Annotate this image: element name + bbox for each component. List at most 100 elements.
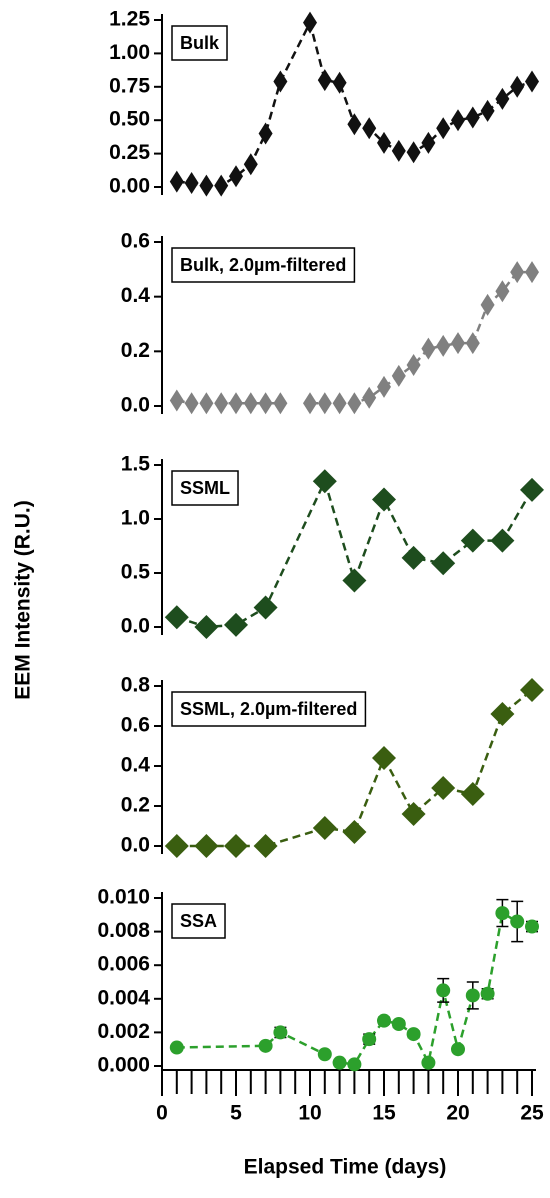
- marker: [465, 332, 480, 355]
- marker: [243, 153, 258, 176]
- annotation-box: [171, 25, 228, 61]
- marker: [495, 280, 510, 303]
- marker: [258, 392, 273, 415]
- x-tick-label: 0: [156, 1102, 168, 1125]
- y-tick-label: 0.8: [121, 674, 151, 697]
- y-tick-label: 0.5: [121, 561, 151, 584]
- marker: [258, 122, 273, 145]
- y-tick-label: 0.0: [121, 394, 150, 417]
- x-tick-label: 5: [230, 1102, 242, 1125]
- marker: [372, 487, 396, 512]
- marker: [362, 386, 377, 409]
- marker: [377, 375, 391, 398]
- marker: [451, 1042, 465, 1057]
- marker: [258, 1038, 273, 1053]
- marker: [436, 334, 451, 357]
- marker: [342, 820, 367, 844]
- y-tick-label: 1.5: [121, 453, 151, 476]
- y-tick-label: 1.00: [109, 41, 150, 64]
- marker: [164, 834, 189, 858]
- marker: [184, 392, 199, 415]
- marker: [391, 1017, 406, 1031]
- annotation: SSA: [171, 903, 226, 939]
- marker: [224, 612, 248, 637]
- marker: [490, 528, 515, 553]
- y-tick-label: 0.4: [121, 284, 151, 307]
- marker: [510, 914, 525, 929]
- marker: [451, 332, 465, 355]
- x-tick-label: 15: [372, 1102, 396, 1125]
- marker: [460, 782, 485, 806]
- x-tick-label: 25: [520, 1102, 544, 1125]
- x-axis-label: Elapsed Time (days): [244, 1156, 447, 1179]
- annotation-text: Bulk, 2.0µm-filtered: [180, 255, 346, 275]
- marker: [224, 834, 248, 858]
- marker: [332, 71, 347, 94]
- marker: [451, 109, 465, 132]
- y-tick-label: 0.2: [121, 339, 150, 362]
- y-tick-label: 0.50: [109, 108, 150, 131]
- marker: [362, 1032, 377, 1047]
- marker: [372, 746, 396, 770]
- y-tick-label: 1.25: [109, 8, 150, 31]
- marker: [406, 354, 421, 376]
- marker: [480, 986, 495, 1001]
- marker: [525, 919, 539, 934]
- marker: [520, 477, 544, 502]
- marker: [184, 171, 199, 194]
- marker: [520, 678, 544, 702]
- annotation-text: Bulk: [180, 33, 220, 53]
- x-tick-label: 10: [298, 1102, 321, 1125]
- annotation-box: [171, 691, 367, 727]
- marker: [273, 70, 288, 93]
- marker: [312, 816, 337, 840]
- y-tick-label: 0.0: [121, 834, 150, 857]
- y-tick-label: 0.6: [121, 714, 150, 737]
- x-tick-label: 20: [446, 1102, 469, 1125]
- marker: [229, 392, 243, 415]
- annotation-box: [171, 247, 356, 283]
- marker: [347, 392, 362, 415]
- marker: [253, 595, 278, 620]
- y-tick-label: 0.010: [97, 886, 150, 909]
- marker: [495, 87, 510, 110]
- marker: [465, 106, 480, 129]
- marker: [421, 131, 436, 154]
- marker: [312, 469, 337, 494]
- y-tick-label: 0.6: [121, 230, 150, 253]
- marker: [194, 615, 219, 639]
- y-tick-label: 0.006: [97, 953, 150, 976]
- y-tick-label: 0.00: [109, 175, 150, 198]
- marker: [199, 392, 214, 415]
- marker: [421, 1055, 436, 1070]
- marker: [303, 11, 317, 34]
- annotation-text: SSA: [180, 911, 217, 931]
- marker: [377, 1013, 391, 1028]
- marker: [194, 834, 219, 858]
- annotation: Bulk: [171, 25, 228, 61]
- marker: [164, 605, 189, 630]
- y-tick-label: 0.2: [121, 794, 150, 817]
- marker: [391, 139, 406, 162]
- y-axis-label: EEM Intensity (R.U.): [12, 500, 35, 700]
- marker: [436, 117, 451, 140]
- marker: [169, 1040, 184, 1055]
- marker: [253, 834, 278, 858]
- y-tick-label: 0.75: [109, 74, 150, 97]
- marker: [421, 337, 436, 360]
- y-tick-label: 0.000: [97, 1054, 150, 1077]
- marker: [510, 261, 525, 284]
- marker: [431, 776, 456, 800]
- marker: [465, 988, 480, 1003]
- marker: [332, 392, 347, 415]
- marker: [525, 70, 539, 93]
- marker: [243, 392, 258, 415]
- marker: [229, 165, 243, 188]
- y-tick-label: 0.008: [97, 919, 150, 942]
- marker: [391, 364, 406, 387]
- marker: [214, 392, 229, 415]
- marker: [169, 389, 184, 412]
- marker: [480, 293, 495, 316]
- marker: [510, 75, 525, 98]
